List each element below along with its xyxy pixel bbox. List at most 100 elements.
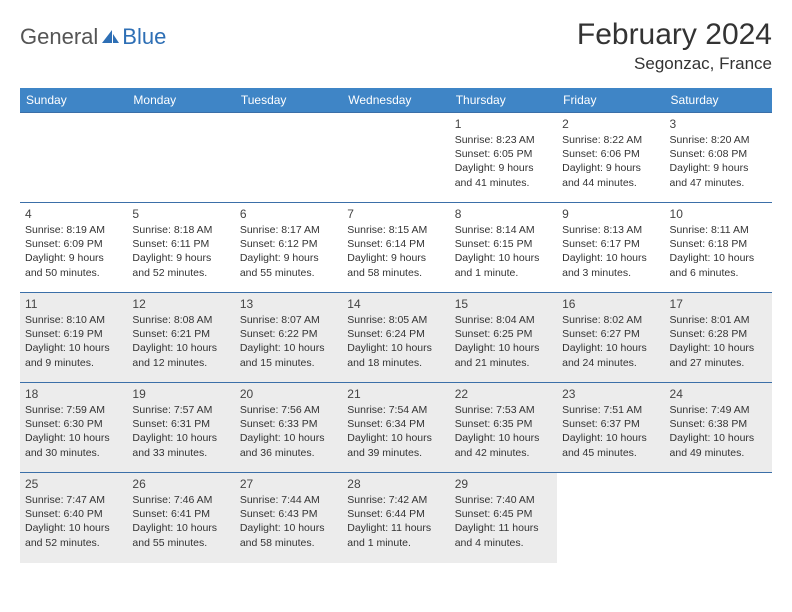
calendar-week-row: 11Sunrise: 8:10 AMSunset: 6:19 PMDayligh… [20, 293, 772, 383]
calendar-day-cell: 7 Sunrise: 8:15 AMSunset: 6:14 PMDaylight… [342, 203, 449, 293]
calendar-day-cell: 25 Sunrise: 7:47 AMSunset: 6:40 PMDayligh… [20, 473, 127, 563]
calendar-day-cell: 26Sunrise: 7:46 AMSunset: 6:41 PMDayligh… [127, 473, 234, 563]
day-info: Sunrise: 7:57 AMSunset: 6:31 PMDaylight:… [132, 403, 229, 460]
calendar-week-row: 18 Sunrise: 7:59 AMSunset: 6:30 PMDayligh… [20, 383, 772, 473]
day-number: 7 [347, 207, 444, 221]
day-number: 15 [455, 297, 552, 311]
day-number: 25 [25, 477, 122, 491]
day-number: 22 [455, 387, 552, 401]
day-number: 24 [670, 387, 767, 401]
day-info: Sunrise: 8:22 AMSunset: 6:06 PMDaylight:… [562, 133, 659, 190]
day-number: 16 [562, 297, 659, 311]
day-number: 4 [25, 207, 122, 221]
calendar-day-cell [665, 473, 772, 563]
col-sunday: Sunday [20, 88, 127, 113]
logo: General Blue [20, 18, 166, 50]
calendar-day-cell [557, 473, 664, 563]
calendar-day-cell: 21 Sunrise: 7:54 AMSunset: 6:34 PMDayligh… [342, 383, 449, 473]
calendar-day-cell [235, 113, 342, 203]
calendar-day-cell: 6Sunrise: 8:17 AMSunset: 6:12 PMDaylight… [235, 203, 342, 293]
day-info: Sunrise: 8:05 AMSunset: 6:24 PMDaylight:… [347, 313, 444, 370]
day-info: Sunrise: 7:56 AMSunset: 6:33 PMDaylight:… [240, 403, 337, 460]
weekday-header-row: Sunday Monday Tuesday Wednesday Thursday… [20, 88, 772, 113]
calendar-day-cell: 10Sunrise: 8:11 AMSunset: 6:18 PMDayligh… [665, 203, 772, 293]
calendar-day-cell [342, 113, 449, 203]
calendar-day-cell: 24Sunrise: 7:49 AMSunset: 6:38 PMDayligh… [665, 383, 772, 473]
calendar-day-cell: 4 Sunrise: 8:19 AMSunset: 6:09 PMDaylight… [20, 203, 127, 293]
calendar-day-cell: 11Sunrise: 8:10 AMSunset: 6:19 PMDayligh… [20, 293, 127, 383]
calendar-day-cell: 13 Sunrise: 8:07 AMSunset: 6:22 PMDayligh… [235, 293, 342, 383]
logo-word-1: General [20, 24, 98, 50]
calendar-day-cell: 18 Sunrise: 7:59 AMSunset: 6:30 PMDayligh… [20, 383, 127, 473]
calendar-day-cell: 1 Sunrise: 8:23 AMSunset: 6:05 PMDaylight… [450, 113, 557, 203]
calendar-day-cell [20, 113, 127, 203]
location: Segonzac, France [577, 54, 772, 74]
day-info: Sunrise: 8:10 AMSunset: 6:19 PMDaylight:… [25, 313, 122, 370]
day-info: Sunrise: 7:47 AMSunset: 6:40 PMDaylight:… [25, 493, 122, 550]
calendar-day-cell: 14 Sunrise: 8:05 AMSunset: 6:24 PMDayligh… [342, 293, 449, 383]
calendar-page: General Blue February 2024 Segonzac, Fra… [0, 0, 792, 612]
day-info: Sunrise: 8:02 AMSunset: 6:27 PMDaylight:… [562, 313, 659, 370]
day-info: Sunrise: 8:01 AMSunset: 6:28 PMDaylight:… [670, 313, 767, 370]
col-tuesday: Tuesday [235, 88, 342, 113]
calendar-day-cell: 22 Sunrise: 7:53 AMSunset: 6:35 PMDayligh… [450, 383, 557, 473]
day-info: Sunrise: 8:18 AMSunset: 6:11 PMDaylight:… [132, 223, 229, 280]
day-number: 1 [455, 117, 552, 131]
col-monday: Monday [127, 88, 234, 113]
day-number: 14 [347, 297, 444, 311]
day-info: Sunrise: 7:54 AMSunset: 6:34 PMDaylight:… [347, 403, 444, 460]
day-number: 6 [240, 207, 337, 221]
col-wednesday: Wednesday [342, 88, 449, 113]
calendar-day-cell: 5 Sunrise: 8:18 AMSunset: 6:11 PMDaylight… [127, 203, 234, 293]
title-block: February 2024 Segonzac, France [577, 18, 772, 74]
col-thursday: Thursday [450, 88, 557, 113]
calendar-week-row: 1 Sunrise: 8:23 AMSunset: 6:05 PMDaylight… [20, 113, 772, 203]
calendar-day-cell: 3Sunrise: 8:20 AMSunset: 6:08 PMDaylight… [665, 113, 772, 203]
calendar-day-cell: 15 Sunrise: 8:04 AMSunset: 6:25 PMDayligh… [450, 293, 557, 383]
calendar-day-cell: 23Sunrise: 7:51 AMSunset: 6:37 PMDayligh… [557, 383, 664, 473]
day-number: 10 [670, 207, 767, 221]
day-number: 18 [25, 387, 122, 401]
day-info: Sunrise: 8:20 AMSunset: 6:08 PMDaylight:… [670, 133, 767, 190]
calendar-day-cell: 29 Sunrise: 7:40 AMSunset: 6:45 PMDayligh… [450, 473, 557, 563]
calendar-day-cell: 12Sunrise: 8:08 AMSunset: 6:21 PMDayligh… [127, 293, 234, 383]
day-number: 26 [132, 477, 229, 491]
day-number: 29 [455, 477, 552, 491]
day-number: 27 [240, 477, 337, 491]
calendar-day-cell [127, 113, 234, 203]
calendar-day-cell: 28Sunrise: 7:42 AMSunset: 6:44 PMDayligh… [342, 473, 449, 563]
month-title: February 2024 [577, 18, 772, 52]
day-info: Sunrise: 8:19 AMSunset: 6:09 PMDaylight:… [25, 223, 122, 280]
day-number: 20 [240, 387, 337, 401]
day-number: 19 [132, 387, 229, 401]
calendar-day-cell: 20 Sunrise: 7:56 AMSunset: 6:33 PMDayligh… [235, 383, 342, 473]
day-info: Sunrise: 7:44 AMSunset: 6:43 PMDaylight:… [240, 493, 337, 550]
day-number: 13 [240, 297, 337, 311]
day-number: 9 [562, 207, 659, 221]
day-info: Sunrise: 7:51 AMSunset: 6:37 PMDaylight:… [562, 403, 659, 460]
day-number: 5 [132, 207, 229, 221]
calendar-day-cell: 27 Sunrise: 7:44 AMSunset: 6:43 PMDayligh… [235, 473, 342, 563]
day-number: 8 [455, 207, 552, 221]
calendar-day-cell: 2 Sunrise: 8:22 AMSunset: 6:06 PMDaylight… [557, 113, 664, 203]
day-info: Sunrise: 8:04 AMSunset: 6:25 PMDaylight:… [455, 313, 552, 370]
col-saturday: Saturday [665, 88, 772, 113]
day-info: Sunrise: 8:15 AMSunset: 6:14 PMDaylight:… [347, 223, 444, 280]
calendar-day-cell: 19 Sunrise: 7:57 AMSunset: 6:31 PMDayligh… [127, 383, 234, 473]
calendar-table: Sunday Monday Tuesday Wednesday Thursday… [20, 88, 772, 563]
day-info: Sunrise: 8:13 AMSunset: 6:17 PMDaylight:… [562, 223, 659, 280]
day-number: 2 [562, 117, 659, 131]
calendar-week-row: 4 Sunrise: 8:19 AMSunset: 6:09 PMDaylight… [20, 203, 772, 293]
day-info: Sunrise: 8:07 AMSunset: 6:22 PMDaylight:… [240, 313, 337, 370]
day-number: 28 [347, 477, 444, 491]
day-number: 21 [347, 387, 444, 401]
header: General Blue February 2024 Segonzac, Fra… [20, 18, 772, 74]
day-info: Sunrise: 7:40 AMSunset: 6:45 PMDaylight:… [455, 493, 552, 550]
day-info: Sunrise: 7:59 AMSunset: 6:30 PMDaylight:… [25, 403, 122, 460]
col-friday: Friday [557, 88, 664, 113]
day-info: Sunrise: 8:14 AMSunset: 6:15 PMDaylight:… [455, 223, 552, 280]
day-info: Sunrise: 7:53 AMSunset: 6:35 PMDaylight:… [455, 403, 552, 460]
calendar-day-cell: 9 Sunrise: 8:13 AMSunset: 6:17 PMDaylight… [557, 203, 664, 293]
calendar-day-cell: 17Sunrise: 8:01 AMSunset: 6:28 PMDayligh… [665, 293, 772, 383]
day-info: Sunrise: 8:23 AMSunset: 6:05 PMDaylight:… [455, 133, 552, 190]
